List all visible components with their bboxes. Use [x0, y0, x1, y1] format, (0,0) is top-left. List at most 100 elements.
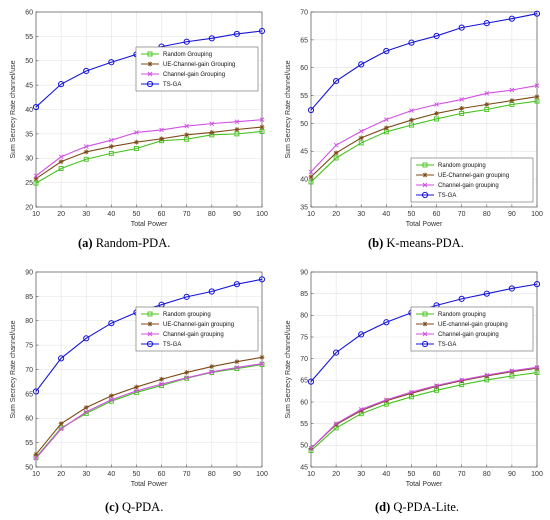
- legend-label: Channel-gain grouping: [163, 332, 224, 338]
- data-point: [458, 24, 465, 31]
- chart-panel-random-pda: 20 25 30 35 40 45 50 55 60 10 20 30 40 50 60 70 80 90 100 T…: [0, 0, 275, 235]
- data-point: [83, 144, 89, 149]
- y-tick-label: 90: [25, 269, 33, 276]
- chart-panel-q-pda-lite: 45 50 55 60 65 70 75 80 85 90 10 20 30 40 50 60 70 80 90 10…: [275, 260, 550, 495]
- data-point: [408, 122, 414, 128]
- series-line: [310, 96, 538, 178]
- data-point: [509, 369, 515, 375]
- x-tick-label: 60: [158, 471, 166, 478]
- data-point: [534, 83, 540, 88]
- legend-label: Channel-gain Grouping: [163, 72, 225, 78]
- y-tick-label: 75: [300, 334, 308, 341]
- data-point: [459, 97, 464, 102]
- data-point: [433, 32, 440, 40]
- series-channel-gain-grouping: [308, 83, 540, 175]
- data-point: [259, 361, 265, 366]
- y-tick-label: 75: [25, 343, 33, 350]
- data-point: [83, 335, 90, 342]
- data-point: [234, 359, 240, 365]
- x-tick-label: 90: [233, 211, 241, 218]
- legend-marker: [146, 80, 154, 88]
- caption-tag: (d): [375, 500, 391, 514]
- data-point: [159, 376, 164, 382]
- data-point: [534, 365, 540, 371]
- data-point: [459, 377, 464, 383]
- y-tick-label: 60: [25, 9, 33, 16]
- x-tick-label: 80: [208, 211, 216, 218]
- data-point: [358, 408, 364, 414]
- data-point: [409, 390, 414, 396]
- y-tick-label: 45: [300, 149, 308, 156]
- data-point: [333, 422, 339, 427]
- data-point: [83, 409, 89, 415]
- legend-label: Random Grouping: [163, 52, 212, 58]
- y-axis-label: Sum Secrecy Rate channel/use: [10, 60, 17, 158]
- data-point: [108, 320, 115, 327]
- data-point: [234, 119, 240, 125]
- data-point: [159, 381, 164, 387]
- data-point: [333, 421, 339, 426]
- legend-marker: [421, 191, 429, 199]
- x-tick-label: 100: [531, 211, 543, 218]
- data-point: [58, 166, 64, 171]
- y-tick-label: 85: [300, 291, 308, 298]
- x-tick-label: 10: [32, 471, 40, 478]
- data-point: [133, 146, 139, 151]
- legend-label: UE-Channel-gain grouping: [163, 322, 234, 328]
- x-axis-label: Total Power: [131, 481, 168, 488]
- data-point: [134, 130, 139, 135]
- data-point: [108, 59, 115, 66]
- data-point: [258, 276, 266, 283]
- data-point: [509, 368, 515, 374]
- data-point: [484, 102, 490, 107]
- x-axis-label: Total Power: [406, 481, 443, 488]
- data-point: [308, 446, 314, 451]
- data-point: [159, 127, 164, 133]
- chart-panel-kmeans-pda: 35 40 45 50 55 60 65 70 10 20 30 40 50 60 70 80 90 100 Tot…: [275, 0, 550, 235]
- legend: Random grouping UE-channel-gain grouping C…: [410, 306, 534, 352]
- data-point: [484, 107, 490, 112]
- series-line: [310, 85, 538, 173]
- y-tick-label: 90: [300, 269, 308, 276]
- legend-label: TS-GA: [438, 193, 456, 199]
- legend-marker: [147, 61, 153, 67]
- series-line: [310, 366, 538, 449]
- data-point: [508, 285, 515, 292]
- series-random-grouping: [308, 98, 540, 185]
- series-line: [310, 13, 538, 111]
- data-point: [32, 103, 40, 111]
- legend-label: Random grouping: [438, 163, 486, 169]
- caption-random-pda: (a) Random-PDA.: [78, 236, 170, 251]
- series-line: [35, 130, 263, 184]
- data-point: [33, 455, 39, 461]
- y-tick-label: 55: [300, 421, 308, 428]
- y-tick-label: 35: [300, 204, 308, 211]
- data-point: [258, 27, 266, 35]
- y-tick-label: 40: [25, 107, 33, 114]
- caption-tag: (a): [78, 236, 93, 250]
- data-point: [434, 383, 439, 388]
- x-tick-label: 20: [57, 471, 65, 478]
- caption-q-pda-lite: (d) Q-PDA-Lite.: [375, 500, 459, 515]
- data-point: [459, 110, 465, 116]
- data-point: [534, 98, 540, 104]
- caption-text: K-means-PDA.: [386, 236, 464, 250]
- x-tick-label: 90: [508, 211, 516, 218]
- x-tick-label: 70: [458, 211, 466, 218]
- data-point: [383, 319, 390, 326]
- data-point: [183, 293, 190, 300]
- data-point: [358, 135, 364, 141]
- caption-tag: (b): [368, 236, 384, 250]
- data-point: [183, 38, 190, 45]
- x-tick-label: 70: [458, 471, 466, 478]
- legend-label: Channel-gain grouping: [438, 332, 499, 338]
- data-point: [409, 117, 414, 123]
- legend-marker: [422, 182, 428, 188]
- x-tick-label: 10: [307, 211, 315, 218]
- data-point: [434, 111, 439, 116]
- data-point: [33, 451, 39, 457]
- x-tick-label: 70: [183, 211, 191, 218]
- x-tick-label: 30: [357, 471, 365, 478]
- y-tick-label: 65: [300, 37, 308, 44]
- data-point: [483, 20, 490, 27]
